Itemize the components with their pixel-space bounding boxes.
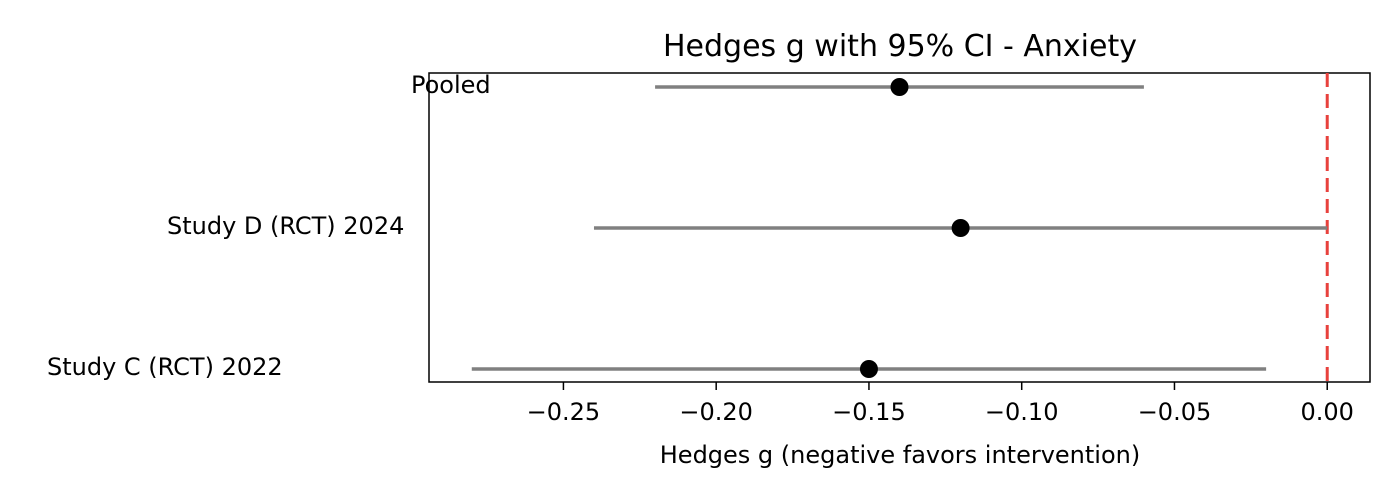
x-tick-label: −0.10 xyxy=(985,398,1059,426)
study-row: Study C (RCT) 2022 xyxy=(47,353,1267,381)
x-tick-label: 0.00 xyxy=(1301,398,1354,426)
x-tick-label: −0.25 xyxy=(527,398,601,426)
chart-title: Hedges g with 95% CI - Anxiety xyxy=(663,29,1137,64)
study-label: Pooled xyxy=(411,71,491,99)
x-tick-label: −0.15 xyxy=(832,398,906,426)
study-row: Pooled xyxy=(411,71,1144,99)
x-tick-label: −0.20 xyxy=(679,398,753,426)
study-rows: Pooled Study D (RCT) 2024 Study C (RCT) 20… xyxy=(47,71,1328,381)
x-axis-label: Hedges g (negative favors intervention) xyxy=(660,441,1140,469)
study-label: Study D (RCT) 2024 xyxy=(167,212,404,240)
plot-frame xyxy=(428,72,1371,383)
point-estimate xyxy=(859,360,878,378)
study-row: Study D (RCT) 2024 xyxy=(167,212,1328,240)
point-estimate xyxy=(951,219,970,237)
point-estimate xyxy=(890,78,909,96)
x-axis: −0.25 −0.20 −0.15 −0.10 −0.05 0.00 xyxy=(527,382,1354,426)
study-label: Study C (RCT) 2022 xyxy=(47,353,283,381)
x-tick-label: −0.05 xyxy=(1138,398,1212,426)
